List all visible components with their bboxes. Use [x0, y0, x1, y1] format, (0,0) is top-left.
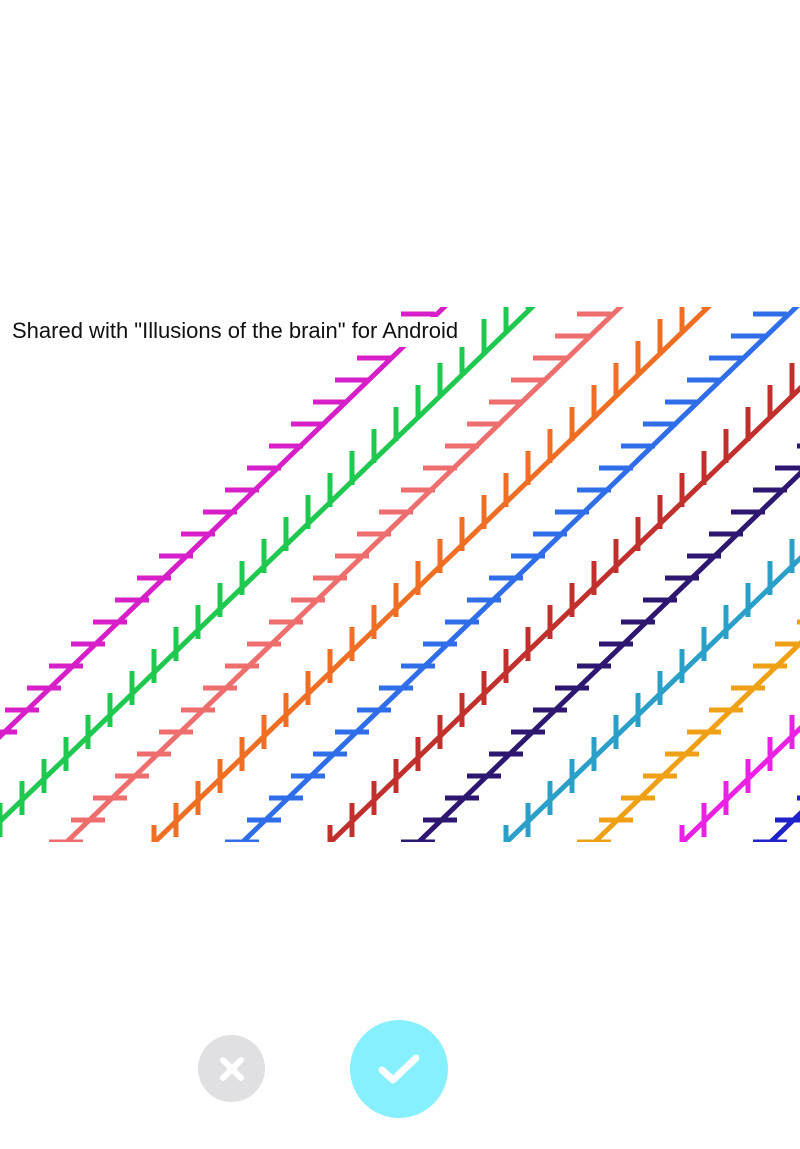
- diagonal-line-7: [401, 443, 800, 842]
- diagonal-line-10: [679, 715, 800, 842]
- diagonal-line-6: [327, 363, 800, 842]
- diagonal-line-1: [0, 307, 448, 740]
- diagonal-line-5: [225, 307, 800, 842]
- illusion-image: [0, 307, 800, 842]
- confirm-button[interactable]: [350, 1020, 448, 1118]
- diagonal-line-3: [49, 307, 624, 842]
- diagonal-line-2: [0, 307, 536, 837]
- diagonal-line-4: [151, 307, 712, 842]
- diagonal-line-8: [503, 539, 800, 842]
- shared-caption: Shared with "Illusions of the brain" for…: [12, 317, 471, 347]
- zollner-illusion-graphic: [0, 307, 800, 842]
- diagonal-line-11: [753, 795, 800, 842]
- close-icon: [217, 1054, 247, 1084]
- diagonal-line-9: [577, 619, 800, 842]
- checkmark-icon: [377, 1051, 421, 1087]
- discard-button[interactable]: [198, 1035, 265, 1102]
